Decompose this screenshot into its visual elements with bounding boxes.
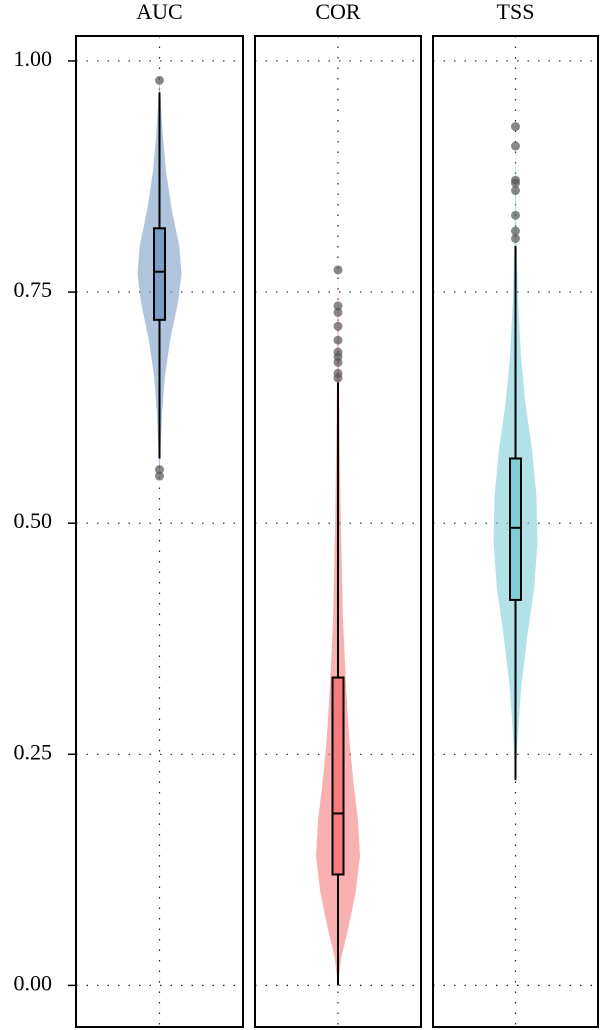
y-tick-label: 0.75 <box>14 277 53 302</box>
outlier <box>333 357 343 367</box>
facet-label: TSS <box>497 0 535 24</box>
box <box>331 676 345 876</box>
outlier <box>511 122 520 132</box>
outlier <box>333 301 343 311</box>
y-tick-label: 0.25 <box>14 739 53 764</box>
box <box>153 227 166 321</box>
outlier <box>511 233 520 243</box>
outlier <box>333 373 343 383</box>
facet-label: COR <box>315 0 361 24</box>
outlier <box>333 335 343 345</box>
outlier <box>155 465 164 475</box>
outlier <box>511 226 520 236</box>
box <box>509 457 522 601</box>
y-tick-label: 0.00 <box>14 970 53 995</box>
y-tick-label: 1.00 <box>14 46 53 71</box>
outlier <box>511 141 520 151</box>
panel-border <box>254 35 422 1028</box>
outlier <box>511 210 520 220</box>
outlier <box>333 321 343 331</box>
outlier <box>333 307 343 317</box>
facet-label: AUC <box>136 0 182 24</box>
outlier <box>511 185 520 195</box>
panel-border <box>432 35 599 1028</box>
outlier <box>333 265 343 275</box>
outlier <box>155 471 164 481</box>
y-tick-label: 0.50 <box>14 508 53 533</box>
panel-border <box>75 35 244 1028</box>
outlier <box>155 75 164 85</box>
outlier <box>511 178 520 188</box>
